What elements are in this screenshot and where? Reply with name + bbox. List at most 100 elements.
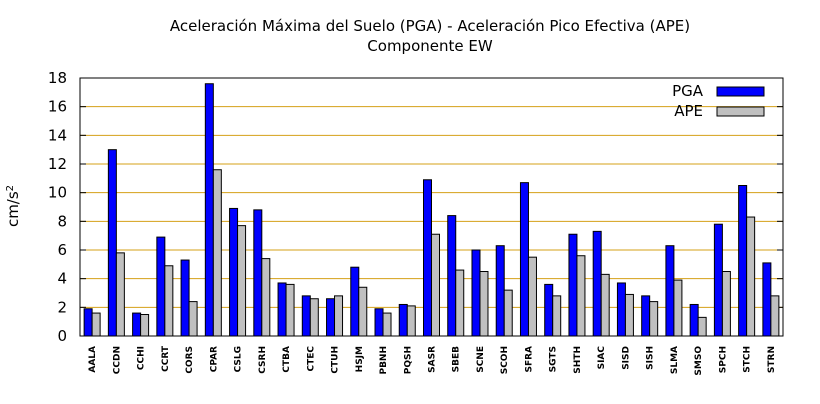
y-tick-labels: 0 2 4 6 8 10 12 14 16 18 <box>48 69 67 345</box>
y-tick-label: 10 <box>48 184 67 202</box>
bar-ape-smso <box>697 316 707 337</box>
x-tick-label: SISD <box>621 346 631 370</box>
bar-pga-sish <box>641 295 651 337</box>
x-tick-label: STRN <box>767 346 777 373</box>
bar-pga-pqsh <box>398 303 408 337</box>
x-tick-label: SASR <box>428 346 438 373</box>
legend-swatch <box>716 106 765 117</box>
bar-pga-sbeb <box>447 215 457 337</box>
plot-frame <box>79 77 784 337</box>
x-tick-label: CCHI <box>137 346 147 370</box>
bar-ape-aala <box>91 312 101 337</box>
y-axis-label: cm/s2 <box>4 185 22 227</box>
bar-pga-pbnh <box>374 308 384 337</box>
bar-ape-ccdn <box>115 252 125 337</box>
bar-ape-sish <box>649 301 659 337</box>
x-tick-label: CCRT <box>161 345 171 372</box>
bar-ape-ctuh <box>334 295 344 337</box>
bar-ape-shth <box>576 255 586 337</box>
legend-label: APE <box>674 102 703 120</box>
bar-pga-cslg <box>229 207 239 337</box>
x-tick-label: SBEB <box>452 346 462 372</box>
x-tick-labels: AALA CCDN CCHI CCRT CORS CPAR CSLG CSRH CTBA CTEC… <box>88 345 777 375</box>
bar-pga-cors <box>180 259 190 337</box>
bar-pga-ctuh <box>326 298 336 337</box>
x-tick-label: CSRH <box>258 346 268 374</box>
bar-ape-ctec <box>309 298 319 337</box>
x-tick-label: CTEC <box>306 346 316 372</box>
y-tick-label: 18 <box>48 69 67 87</box>
bar-pga-shth <box>568 233 578 337</box>
bars <box>83 83 780 337</box>
x-tick-label: CTBA <box>282 346 292 373</box>
legend: PGA APE <box>672 82 765 120</box>
bar-pga-stch <box>738 185 748 337</box>
bar-pga-sasr <box>423 179 432 337</box>
bar-ape-csrh <box>261 258 271 337</box>
bar-pga-cchi <box>132 312 142 337</box>
y-tick-label: 6 <box>57 241 67 259</box>
y-tick-label: 4 <box>57 270 67 288</box>
bar-ape-cors <box>188 301 198 337</box>
bar-ape-cslg <box>237 225 247 337</box>
bar-ape-sbeb <box>455 269 465 337</box>
bar-ape-sgts <box>552 295 562 337</box>
x-tick-label: CSLG <box>234 346 244 372</box>
x-tick-label: SMSO <box>694 346 704 376</box>
bar-pga-sgts <box>544 283 554 337</box>
bar-pga-ctba <box>277 282 287 337</box>
bar-ape-ccrt <box>164 265 174 337</box>
x-tick-label: SFRA <box>524 346 534 373</box>
bar-ape-sasr <box>431 233 440 337</box>
bar-pga-sisd <box>616 282 626 337</box>
x-tick-label: HSJM <box>355 346 365 372</box>
bar-ape-hsjm <box>358 286 368 337</box>
legend-label: PGA <box>672 82 704 100</box>
x-tick-label: SPCH <box>718 346 728 373</box>
bar-pga-smso <box>689 303 699 337</box>
x-tick-label: AALA <box>88 346 98 373</box>
bar-pga-csrh <box>253 209 263 337</box>
y-tick-label: 0 <box>57 327 67 345</box>
bar-ape-cchi <box>140 314 150 337</box>
x-tick-label: PQSH <box>403 346 413 374</box>
bar-ape-cpar <box>212 169 222 337</box>
x-tick-label: PBNH <box>379 346 389 375</box>
bar-pga-ccrt <box>156 236 166 337</box>
bar-ape-pbnh <box>382 312 392 337</box>
x-tick-label: CORS <box>185 346 195 374</box>
y-tick-label: 2 <box>57 298 67 316</box>
bar-ape-scne <box>479 271 489 337</box>
bar-ape-strn <box>770 295 780 337</box>
bar-pga-hsjm <box>350 266 360 337</box>
bar-ape-pqsh <box>406 305 416 337</box>
bar-pga-aala <box>83 308 93 337</box>
bar-pga-scoh <box>495 245 505 337</box>
x-tick-label: SIAC <box>597 346 607 370</box>
bar-pga-siac <box>592 230 602 337</box>
y-tick-label: 14 <box>48 126 67 144</box>
x-tick-label: SLMA <box>670 346 680 374</box>
bar-pga-slma <box>665 245 675 337</box>
chart-subtitle: Componente EW <box>367 37 493 55</box>
legend-swatch <box>716 86 765 97</box>
bar-pga-ctec <box>301 295 311 337</box>
bar-pga-sfra <box>519 182 529 337</box>
y-axis-label-exponent: 2 <box>5 185 16 191</box>
bar-pga-scne <box>471 249 481 337</box>
x-tick-label: SCNE <box>476 346 486 373</box>
bar-pga-ccdn <box>107 149 117 337</box>
y-tick-label: 12 <box>48 155 67 173</box>
x-tick-label: CPAR <box>209 346 219 372</box>
bar-ape-sfra <box>527 256 537 337</box>
bar-ape-slma <box>673 279 683 337</box>
bar-pga-strn <box>762 262 772 337</box>
y-tick-label: 16 <box>48 98 67 116</box>
y-tick-label: 8 <box>57 212 67 230</box>
x-tick-label: SISH <box>646 346 656 370</box>
bar-ape-ctba <box>285 283 295 337</box>
bar-ape-siac <box>600 273 610 337</box>
axes <box>79 77 784 337</box>
